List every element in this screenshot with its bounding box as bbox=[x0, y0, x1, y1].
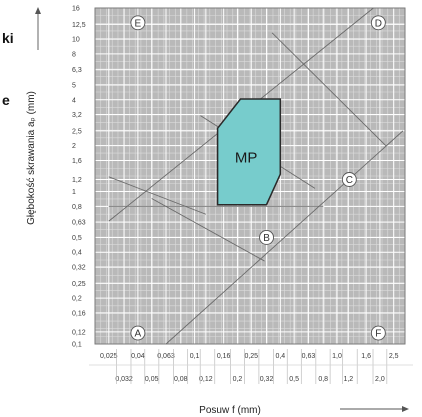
corner-label-circle bbox=[341, 172, 357, 187]
diagonal-line bbox=[165, 130, 404, 345]
y-tick-label: 10 bbox=[72, 37, 80, 44]
corner-label-circle bbox=[130, 15, 146, 31]
y-tick-label: 1,2 bbox=[72, 177, 82, 184]
x-axis-title: Posuw f (mm) bbox=[199, 405, 261, 416]
x-tick-label-bottom: 0,5 bbox=[289, 376, 299, 383]
corner-label-d: D bbox=[375, 18, 382, 29]
x-tick-label-bottom: 0,2 bbox=[233, 376, 243, 383]
region-mp bbox=[216, 98, 282, 206]
corner-label-f: F bbox=[375, 329, 381, 340]
y-tick-label: 0,8 bbox=[72, 204, 82, 211]
cropped-side-text-2: e bbox=[2, 92, 10, 108]
y-tick-label: 0,32 bbox=[72, 264, 86, 271]
x-tick-label-bottom: 0,08 bbox=[174, 376, 188, 383]
x-tick-label-top: 1,6 bbox=[361, 353, 371, 360]
y-tick-label: 6,3 bbox=[72, 67, 82, 74]
x-tick-label-top: 0,4 bbox=[275, 353, 285, 360]
y-tick-label: 0,2 bbox=[72, 296, 82, 303]
corner-label-b: B bbox=[263, 233, 270, 244]
y-axis-title: Głębokość skrawania aₚ (mm) bbox=[26, 91, 37, 225]
x-arrow-head bbox=[402, 406, 409, 412]
y-tick-label: 2,5 bbox=[72, 128, 82, 135]
y-tick-label: 0,4 bbox=[72, 250, 82, 257]
y-axis-arrow bbox=[35, 7, 41, 50]
y-arrow-head bbox=[35, 7, 41, 14]
x-tick-label-bottom: 2,0 bbox=[375, 376, 385, 383]
x-tick-label-top: 0,063 bbox=[157, 353, 175, 360]
corner-label-circle bbox=[130, 325, 146, 341]
x-axis-arrow bbox=[340, 406, 409, 412]
corner-labels: A B C D E F bbox=[130, 15, 386, 341]
corner-label-circle bbox=[259, 229, 274, 245]
x-tick-label-bottom: 0,032 bbox=[115, 376, 133, 383]
diagonal-line bbox=[108, 176, 207, 215]
corner-label-c: C bbox=[346, 175, 353, 186]
y-tick-label: 1 bbox=[72, 189, 76, 196]
x-tick-label-top: 1,0 bbox=[332, 353, 342, 360]
y-tick-label: 3,2 bbox=[72, 112, 82, 119]
cropped-side-text-1: ki bbox=[2, 30, 14, 46]
corner-label-circle bbox=[370, 325, 386, 341]
x-tick-label-top: 0,16 bbox=[217, 353, 231, 360]
x-tick-label-top: 0,025 bbox=[100, 353, 118, 360]
y-tick-label: 0,1 bbox=[72, 342, 82, 349]
y-tick-labels: 0,1 0,12 0,16 0,2 0,25 0,32 0,4 0,5 0,63 0,8 1 1,2 1… bbox=[72, 6, 86, 349]
diagonal-line bbox=[151, 198, 265, 262]
y-tick-label: 0,25 bbox=[72, 281, 86, 288]
x-tick-label-top: 2,5 bbox=[389, 353, 399, 360]
corner-label-circle bbox=[370, 15, 386, 31]
y-tick-label: 16 bbox=[72, 6, 80, 13]
y-tick-label: 0,5 bbox=[72, 235, 82, 242]
y-tick-label: 2 bbox=[72, 143, 76, 150]
x-tick-label-bottom: 1,2 bbox=[343, 376, 353, 383]
y-tick-label: 5 bbox=[72, 83, 76, 90]
x-tick-label-top: 0,1 bbox=[190, 353, 200, 360]
x-tick-label-bottom: 0,8 bbox=[318, 376, 328, 383]
x-tick-label-bottom: 0,05 bbox=[145, 376, 159, 383]
y-tick-label: 0,63 bbox=[72, 220, 86, 227]
diagonal-line bbox=[271, 32, 387, 146]
y-tick-label: 0,12 bbox=[72, 329, 86, 336]
x-tick-label-top: 0,04 bbox=[131, 353, 145, 360]
y-tick-label: 8 bbox=[72, 51, 76, 58]
corner-label-e: E bbox=[135, 18, 142, 29]
plot-border bbox=[94, 7, 406, 345]
y-tick-label: 12,5 bbox=[72, 22, 86, 29]
x-tick-label-top: 0,25 bbox=[244, 353, 258, 360]
x-tick-label-bottom: 0,12 bbox=[199, 376, 213, 383]
corner-label-a: A bbox=[135, 329, 142, 340]
x-tick-label-top: 0,63 bbox=[302, 353, 316, 360]
y-tick-label: 4 bbox=[72, 97, 76, 104]
x-tick-labels: 0,025 0,04 0,063 0,1 0,16 0,25 0,4 0,63 1,0 1,6 2,… bbox=[89, 349, 413, 384]
region-mp-label: MP bbox=[235, 150, 258, 167]
y-tick-label: 1,6 bbox=[72, 158, 82, 165]
x-tick-label-bottom: 0,32 bbox=[260, 376, 274, 383]
y-tick-label: 0,16 bbox=[72, 310, 86, 317]
